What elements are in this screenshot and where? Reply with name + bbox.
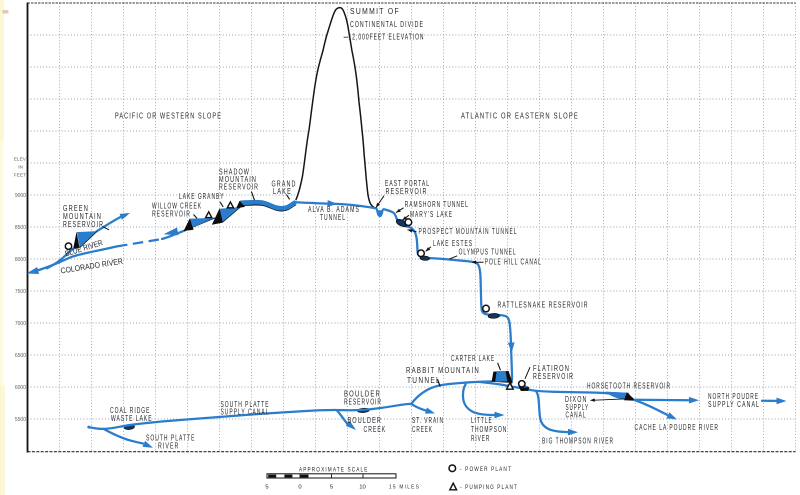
svg-text:CREEK: CREEK <box>412 425 433 434</box>
svg-text:12,000FEET ELEVATION: 12,000FEET ELEVATION <box>349 33 425 42</box>
svg-text:5: 5 <box>265 485 269 491</box>
svg-text:MARY’S LAKE: MARY’S LAKE <box>410 210 453 219</box>
svg-text:- POWER PLANT: - POWER PLANT <box>460 466 512 473</box>
svg-text:SUPPLY CANAL: SUPPLY CANAL <box>708 400 760 409</box>
svg-text:BOULDER: BOULDER <box>348 416 383 425</box>
svg-text:- PUMPING PLANT: - PUMPING PLANT <box>460 484 518 491</box>
svg-text:RABBIT MOUNTAIN: RABBIT MOUNTAIN <box>406 366 480 375</box>
svg-text:RESERVOIR: RESERVOIR <box>533 372 574 381</box>
svg-text:SHADOW: SHADOW <box>219 168 250 177</box>
svg-text:COAL RIDGE: COAL RIDGE <box>110 406 151 415</box>
svg-text:BIG THOMPSON RIVER: BIG THOMPSON RIVER <box>542 437 614 446</box>
svg-text:RESERVOIR: RESERVOIR <box>63 220 104 229</box>
svg-text:LITTLE: LITTLE <box>471 416 493 425</box>
svg-text:5: 5 <box>330 485 334 491</box>
svg-text:BOULDER: BOULDER <box>344 390 381 399</box>
svg-text:RIVER: RIVER <box>158 442 179 451</box>
svg-text:ATLANTIC OR EASTERN SLOPE: ATLANTIC OR EASTERN SLOPE <box>461 112 579 121</box>
svg-text:RIVER: RIVER <box>471 434 490 443</box>
svg-text:THOMPSON: THOMPSON <box>471 425 507 434</box>
svg-text:WASTE LAKE: WASTE LAKE <box>111 414 153 423</box>
svg-text:WILLOW CREEK: WILLOW CREEK <box>152 202 202 211</box>
svg-text:SUPPLY CANAL: SUPPLY CANAL <box>221 408 270 417</box>
svg-text:PACIFIC OR WESTERN SLOPE: PACIFIC OR WESTERN SLOPE <box>115 112 222 121</box>
svg-text:8000: 8000 <box>15 257 26 263</box>
svg-text:TUNNEL: TUNNEL <box>407 376 441 385</box>
svg-text:GRAND: GRAND <box>272 180 297 189</box>
svg-text:MOUNTAIN: MOUNTAIN <box>219 175 257 184</box>
svg-text:10: 10 <box>359 485 366 491</box>
svg-text:DIXON: DIXON <box>565 395 588 404</box>
svg-text:7500: 7500 <box>15 289 26 295</box>
svg-text:POLE HILL CANAL: POLE HILL CANAL <box>485 258 542 267</box>
svg-text:SUMMIT OF: SUMMIT OF <box>350 7 400 16</box>
svg-text:GREEN: GREEN <box>63 204 89 213</box>
svg-text:OLYMPUS TUNNEL: OLYMPUS TUNNEL <box>459 248 517 257</box>
svg-text:EAST PORTAL: EAST PORTAL <box>385 179 430 188</box>
svg-text:ELEV: ELEV <box>14 157 27 163</box>
svg-text:SUPPLY: SUPPLY <box>566 403 590 412</box>
svg-text:IN: IN <box>18 165 23 171</box>
svg-text:RESERVOIR: RESERVOIR <box>152 210 191 219</box>
svg-text:CANAL: CANAL <box>566 411 587 420</box>
svg-text:LAKE: LAKE <box>273 187 292 196</box>
svg-text:6500: 6500 <box>15 353 26 359</box>
svg-text:CARTER LAKE: CARTER LAKE <box>451 354 495 363</box>
svg-text:MOUNTAIN: MOUNTAIN <box>63 212 102 221</box>
svg-text:6000: 6000 <box>15 385 26 391</box>
svg-text:5500: 5500 <box>15 417 26 423</box>
svg-text:RESERVOIR: RESERVOIR <box>219 183 259 192</box>
svg-text:APPROXIMATE SCALE: APPROXIMATE SCALE <box>299 467 369 474</box>
svg-text:9000: 9000 <box>15 193 26 199</box>
svg-text:7000: 7000 <box>15 321 26 327</box>
svg-text:15 MILES: 15 MILES <box>389 485 420 491</box>
svg-text:RATTLESNAKE RESERVOIR: RATTLESNAKE RESERVOIR <box>498 301 589 310</box>
svg-text:FLATIRON: FLATIRON <box>533 364 570 373</box>
svg-text:SOUTH PLATTE: SOUTH PLATTE <box>146 434 196 443</box>
svg-text:NORTH POUDRE: NORTH POUDRE <box>708 392 759 401</box>
svg-text:FEET: FEET <box>14 173 26 179</box>
svg-text:HORSETOOTH RESERVOIR: HORSETOOTH RESERVOIR <box>587 382 671 391</box>
svg-text:TUNNEL: TUNNEL <box>320 213 346 222</box>
svg-text:ST. VRAIN: ST. VRAIN <box>412 416 444 425</box>
svg-text:CREEK: CREEK <box>364 425 387 434</box>
svg-text:RESERVOIR: RESERVOIR <box>344 398 382 407</box>
svg-text:0: 0 <box>298 485 302 491</box>
svg-text:ALVA B. ADAMS: ALVA B. ADAMS <box>308 205 360 214</box>
svg-text:SOUTH PLATTE: SOUTH PLATTE <box>221 400 270 409</box>
svg-text:RESERVOIR: RESERVOIR <box>386 187 428 196</box>
svg-text:LAKE GRANBY: LAKE GRANBY <box>179 192 225 201</box>
svg-text:PROSPECT MOUNTAIN TUNNEL: PROSPECT MOUNTAIN TUNNEL <box>419 227 518 236</box>
svg-text:CONTINENTAL DIVIDE: CONTINENTAL DIVIDE <box>350 20 424 29</box>
svg-text:LAKE ESTES: LAKE ESTES <box>433 239 473 248</box>
svg-text:RAMSHORN TUNNEL: RAMSHORN TUNNEL <box>405 200 469 209</box>
svg-text:8500: 8500 <box>15 225 26 231</box>
svg-text:CACHE LA POUDRE RIVER: CACHE LA POUDRE RIVER <box>635 423 720 432</box>
